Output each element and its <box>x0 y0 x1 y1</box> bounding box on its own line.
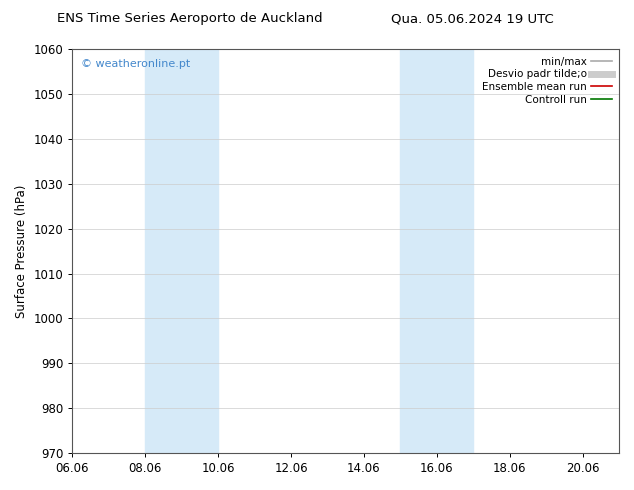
Bar <box>145 49 218 453</box>
Bar <box>400 49 473 453</box>
Text: Qua. 05.06.2024 19 UTC: Qua. 05.06.2024 19 UTC <box>391 12 553 25</box>
Text: © weatheronline.pt: © weatheronline.pt <box>81 59 190 70</box>
Y-axis label: Surface Pressure (hPa): Surface Pressure (hPa) <box>15 185 28 318</box>
Legend: min/max, Desvio padr tilde;o, Ensemble mean run, Controll run: min/max, Desvio padr tilde;o, Ensemble m… <box>480 54 614 107</box>
Text: ENS Time Series Aeroporto de Auckland: ENS Time Series Aeroporto de Auckland <box>58 12 323 25</box>
